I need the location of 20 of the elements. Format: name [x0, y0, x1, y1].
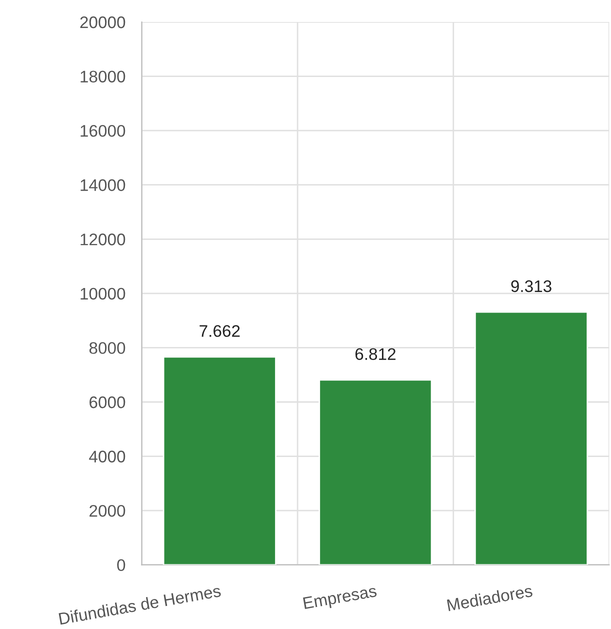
x-tick-label: Mediadores	[446, 584, 533, 612]
y-tick-label: 10000	[80, 288, 126, 300]
data-label: 9.313	[511, 280, 552, 292]
data-label: 6.812	[355, 348, 396, 360]
bar	[474, 311, 588, 565]
y-tick-label: 0	[117, 559, 126, 572]
y-tick-label: 8000	[89, 342, 126, 354]
y-tick-label: 6000	[90, 396, 126, 408]
y-tick-label: 18000	[80, 70, 126, 82]
y-tick-label: 16000	[80, 124, 126, 137]
y-tick-label: 4000	[89, 450, 126, 462]
data-label: 7.662	[200, 325, 240, 337]
y-tick-label: 20000	[80, 16, 126, 28]
bar	[318, 379, 432, 565]
y-tick-label: 12000	[80, 234, 126, 246]
x-tick-label: Difundidas de Hermes	[58, 584, 222, 625]
y-tick-label: 2000	[90, 504, 126, 517]
x-tick-label: Empresas	[303, 584, 378, 612]
bar	[162, 356, 276, 565]
y-tick-label: 14000	[80, 179, 126, 192]
